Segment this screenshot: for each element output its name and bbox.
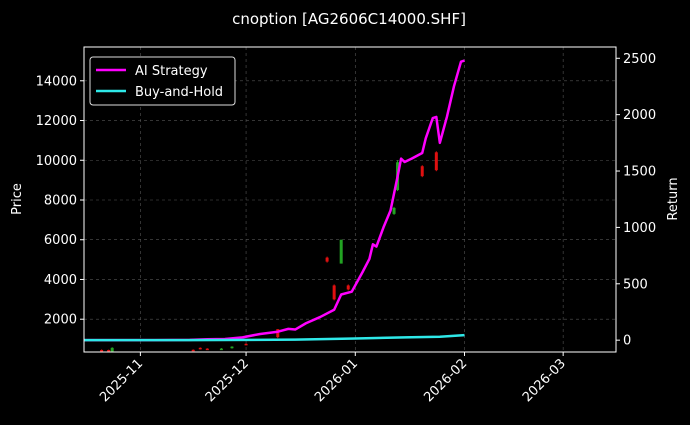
series-line-ai-strategy [84, 59, 465, 342]
candle-body [107, 350, 111, 352]
legend-label-ai-strategy: AI Strategy [135, 64, 208, 79]
y-left-tick-label: 14000 [36, 74, 77, 89]
legend: AI Strategy Buy-and-Hold [89, 56, 236, 106]
candle-body [434, 152, 438, 171]
y-right-tick-label: 2500 [623, 52, 656, 67]
legend-label-buy-and-hold: Buy-and-Hold [135, 85, 223, 100]
candle-body [339, 239, 343, 264]
y-right-tick-label: 1500 [623, 165, 656, 180]
candle-body [230, 346, 234, 349]
candle-body [420, 166, 424, 177]
candle-body [205, 348, 209, 351]
y-axis-left-label: Price [10, 183, 25, 215]
y-right-tick-label: 1000 [623, 221, 656, 236]
candle-body [346, 285, 350, 290]
y-left-tick-label: 10000 [36, 154, 77, 169]
candle-body [276, 329, 280, 338]
candle-body [325, 257, 329, 262]
series-line-buy-and-hold [84, 333, 465, 342]
series-layer [84, 59, 465, 342]
candle-body [198, 347, 202, 350]
candle-body [110, 347, 114, 352]
y-right-tick-label: 500 [623, 277, 648, 292]
candle-body [332, 285, 336, 300]
y-right-tick-label: 0 [623, 334, 631, 349]
candle-body [191, 349, 195, 352]
y-left-tick-label: 8000 [44, 193, 77, 208]
y-right-tick-label: 2000 [623, 108, 656, 123]
y-left-tick-label: 12000 [36, 114, 77, 129]
grid-layer [84, 47, 616, 352]
y-left-tick-label: 2000 [44, 313, 77, 328]
candle-body [244, 343, 248, 346]
chart-title: cnoption [AG2606C14000.SHF] [232, 10, 466, 28]
candle-body [392, 207, 396, 214]
y-left-tick-label: 6000 [44, 233, 77, 248]
candle-body [100, 350, 104, 352]
legend-frame [89, 56, 236, 106]
candle-body [219, 348, 223, 351]
y-axis-right-label: Return [666, 177, 681, 220]
y-left-tick-label: 4000 [44, 273, 77, 288]
